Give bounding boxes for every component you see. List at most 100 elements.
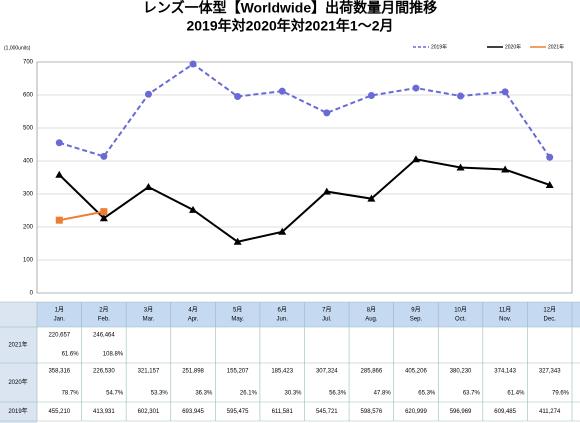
table-value: 226,530 bbox=[93, 369, 115, 375]
table-value: 595,475 bbox=[227, 409, 249, 415]
legend-label: 2019年 bbox=[431, 43, 447, 50]
table-ratio: 78.7% bbox=[62, 391, 80, 397]
table-value: 609,485 bbox=[494, 409, 516, 415]
x-tick-label: 8月 bbox=[367, 307, 376, 314]
marker bbox=[278, 227, 287, 235]
row-label: 2021年 bbox=[8, 341, 27, 349]
x-tick-label-en: Nov. bbox=[499, 317, 511, 323]
marker bbox=[144, 183, 153, 191]
marker bbox=[322, 187, 331, 195]
x-tick-label: 4月 bbox=[188, 307, 197, 314]
marker bbox=[55, 216, 63, 224]
x-tick-label: 7月 bbox=[322, 307, 331, 314]
x-tick-label: 6月 bbox=[278, 307, 287, 314]
marker bbox=[100, 152, 108, 160]
table-ratio: 79.6% bbox=[552, 391, 570, 397]
marker bbox=[144, 90, 152, 98]
table-ratio: 56.3% bbox=[329, 391, 347, 397]
table-value: 411,274 bbox=[539, 409, 561, 415]
table-ratio: 54.7% bbox=[106, 391, 124, 397]
table-value: 220,657 bbox=[48, 333, 70, 339]
table-value: 307,324 bbox=[316, 369, 338, 375]
table-value: 358,316 bbox=[48, 369, 70, 375]
y-tick-label: 0 bbox=[30, 291, 34, 297]
marker bbox=[411, 155, 420, 163]
row-label: 2020年 bbox=[8, 378, 27, 386]
legend-label: 2021年 bbox=[548, 43, 564, 50]
table-ratio: 108.8% bbox=[103, 352, 124, 358]
table-value: 155,207 bbox=[227, 369, 249, 375]
plot-frame bbox=[36, 61, 573, 294]
table-ratio: 47.8% bbox=[374, 391, 392, 397]
x-tick-label-en: Apr. bbox=[188, 317, 199, 323]
series-line bbox=[59, 210, 105, 222]
chart-title: レンズ一体型【Worldwide】出荷数量月間推移 bbox=[143, 0, 437, 16]
series-line bbox=[58, 62, 551, 158]
x-tick-label: 3月 bbox=[144, 307, 153, 314]
table-header bbox=[0, 302, 580, 327]
table-value: 374,143 bbox=[494, 369, 516, 375]
x-tick-label-en: Dec. bbox=[544, 317, 557, 323]
table-ratio: 61.6% bbox=[62, 352, 80, 358]
y-tick-label: 400 bbox=[23, 159, 34, 165]
table-value: 185,423 bbox=[271, 369, 293, 375]
marker bbox=[367, 194, 376, 202]
marker bbox=[189, 60, 197, 68]
marker bbox=[412, 84, 420, 92]
x-tick-label-en: May. bbox=[231, 317, 244, 323]
x-tick-label-en: Sep. bbox=[410, 317, 423, 323]
row-label: 2019年 bbox=[8, 407, 27, 415]
marker bbox=[278, 87, 286, 95]
table-ratio: 30.3% bbox=[284, 391, 302, 397]
marker bbox=[323, 109, 331, 117]
y-tick-label: 100 bbox=[23, 258, 34, 264]
marker bbox=[457, 92, 465, 100]
table-value: 413,931 bbox=[93, 409, 115, 415]
marker bbox=[55, 170, 64, 178]
table-ratio: 65.3% bbox=[418, 391, 436, 397]
table-value: 321,157 bbox=[138, 369, 160, 375]
table-value: 545,721 bbox=[316, 409, 338, 415]
table-value: 611,581 bbox=[272, 409, 294, 415]
y-tick-label: 600 bbox=[23, 93, 34, 99]
x-tick-label-en: Jan. bbox=[54, 317, 66, 323]
x-tick-label-en: Oct. bbox=[455, 317, 466, 323]
y-tick-label: 700 bbox=[23, 60, 34, 66]
table-value: 285,866 bbox=[361, 369, 383, 375]
marker bbox=[55, 139, 63, 147]
y-tick-label: 200 bbox=[23, 225, 34, 231]
marker bbox=[501, 88, 509, 96]
x-tick-label: 5月 bbox=[233, 307, 242, 314]
table-row-header bbox=[0, 302, 37, 423]
table-value: 596,969 bbox=[450, 409, 472, 415]
y-tick-label: 500 bbox=[23, 126, 34, 132]
x-tick-label-en: Jul. bbox=[322, 317, 332, 323]
marker bbox=[456, 163, 465, 171]
marker bbox=[367, 91, 375, 99]
x-tick-label: 1月 bbox=[55, 307, 64, 314]
table-ratio: 36.3% bbox=[195, 391, 213, 397]
x-tick-label: 2月 bbox=[99, 307, 108, 314]
table-ratio: 61.4% bbox=[507, 391, 525, 397]
x-tick-label: 10月 bbox=[454, 307, 467, 314]
marker bbox=[546, 153, 554, 161]
x-tick-label-en: Feb. bbox=[98, 317, 110, 323]
table-value: 380,230 bbox=[450, 369, 472, 375]
table-value: 598,576 bbox=[361, 409, 383, 415]
x-tick-label: 9月 bbox=[411, 307, 420, 314]
marker bbox=[233, 237, 242, 245]
marker bbox=[99, 214, 108, 222]
table-value: 246,464 bbox=[93, 333, 115, 339]
table-ratio: 53.3% bbox=[151, 391, 169, 397]
series-line bbox=[58, 158, 551, 243]
table-value: 251,898 bbox=[182, 369, 204, 375]
x-tick-label-en: Aug. bbox=[365, 317, 378, 323]
marker bbox=[234, 92, 242, 100]
table-ratio: 63.7% bbox=[463, 391, 481, 397]
table-value: 327,343 bbox=[539, 369, 561, 375]
chart-subtitle: 2019年対2020年対2021年1～2月 bbox=[186, 18, 393, 34]
y-tick-label: 300 bbox=[23, 192, 34, 198]
x-tick-label-en: Mar. bbox=[143, 317, 155, 323]
marker bbox=[545, 180, 554, 188]
